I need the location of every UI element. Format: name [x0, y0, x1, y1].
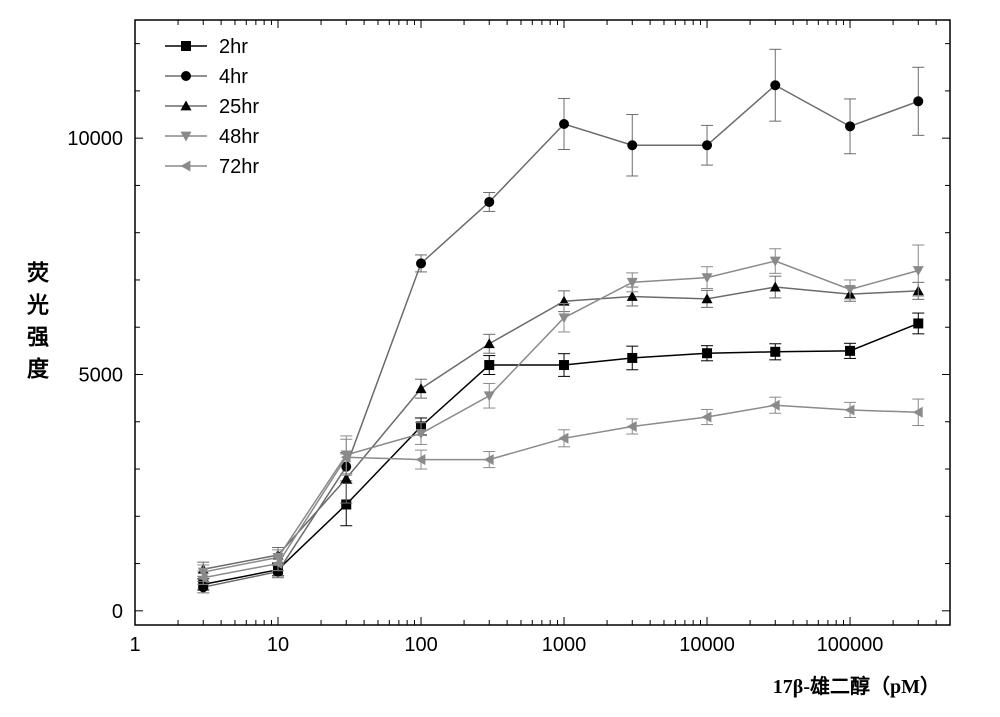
legend-label: 25hr	[219, 96, 259, 118]
marker-triangle-left-icon	[559, 433, 569, 444]
legend-label: 4hr	[219, 66, 248, 88]
marker-square-icon	[181, 41, 191, 51]
x-tick-label: 1000	[542, 634, 587, 656]
legend-label: 2hr	[219, 36, 248, 58]
marker-triangle-down-icon	[627, 278, 638, 288]
marker-circle-icon	[702, 140, 712, 150]
marker-triangle-left-icon	[484, 454, 494, 465]
marker-triangle-left-icon	[416, 454, 426, 465]
legend-label: 48hr	[219, 126, 259, 148]
marker-circle-icon	[845, 121, 855, 131]
marker-triangle-up-icon	[770, 282, 781, 292]
marker-triangle-left-icon	[770, 400, 780, 411]
x-tick-label: 10000	[679, 634, 735, 656]
marker-triangle-left-icon	[845, 404, 855, 415]
marker-square-icon	[627, 353, 637, 363]
marker-triangle-up-icon	[484, 338, 495, 348]
y-axis-title-char: 光	[26, 293, 49, 318]
x-axis-title: 17β-雄二醇（pM）	[773, 674, 940, 698]
marker-square-icon	[770, 347, 780, 357]
y-axis-title-char: 荧	[27, 261, 49, 286]
marker-square-icon	[484, 360, 494, 370]
y-axis-title-char: 强	[27, 325, 49, 350]
series-line	[203, 261, 918, 572]
marker-circle-icon	[627, 140, 637, 150]
marker-triangle-down-icon	[484, 391, 495, 401]
x-tick-label: 100	[404, 634, 437, 656]
x-tick-label: 1	[129, 634, 140, 656]
marker-circle-icon	[913, 96, 923, 106]
marker-triangle-left-icon	[627, 421, 637, 432]
marker-triangle-left-icon	[913, 407, 923, 418]
marker-circle-icon	[181, 71, 191, 81]
legend-label: 72hr	[219, 156, 259, 178]
y-tick-label: 0	[112, 601, 123, 623]
marker-triangle-left-icon	[702, 412, 712, 423]
y-tick-label: 5000	[79, 364, 124, 386]
series-2hr	[197, 313, 924, 590]
marker-circle-icon	[559, 119, 569, 129]
series-line	[203, 405, 918, 578]
series-72hr	[197, 397, 924, 584]
marker-circle-icon	[416, 258, 426, 268]
series-line	[203, 287, 918, 569]
marker-square-icon	[559, 360, 569, 370]
marker-triangle-left-icon	[181, 161, 191, 172]
x-tick-label: 100000	[817, 634, 884, 656]
marker-square-icon	[913, 318, 923, 328]
y-axis-title-char: 度	[27, 357, 50, 382]
marker-circle-icon	[770, 80, 780, 90]
marker-square-icon	[845, 346, 855, 356]
marker-square-icon	[702, 348, 712, 358]
marker-circle-icon	[484, 197, 494, 207]
marker-triangle-up-icon	[416, 383, 427, 393]
plot-area: 1 10 100 1000 10000 100000 0 5000 10000 荧光强度 17β-雄…	[26, 20, 950, 698]
legend: 2hr 4hr 25hr 48hr 72hr	[165, 36, 259, 178]
y-tick-label: 10000	[67, 128, 123, 150]
x-tick-label: 10	[267, 634, 289, 656]
